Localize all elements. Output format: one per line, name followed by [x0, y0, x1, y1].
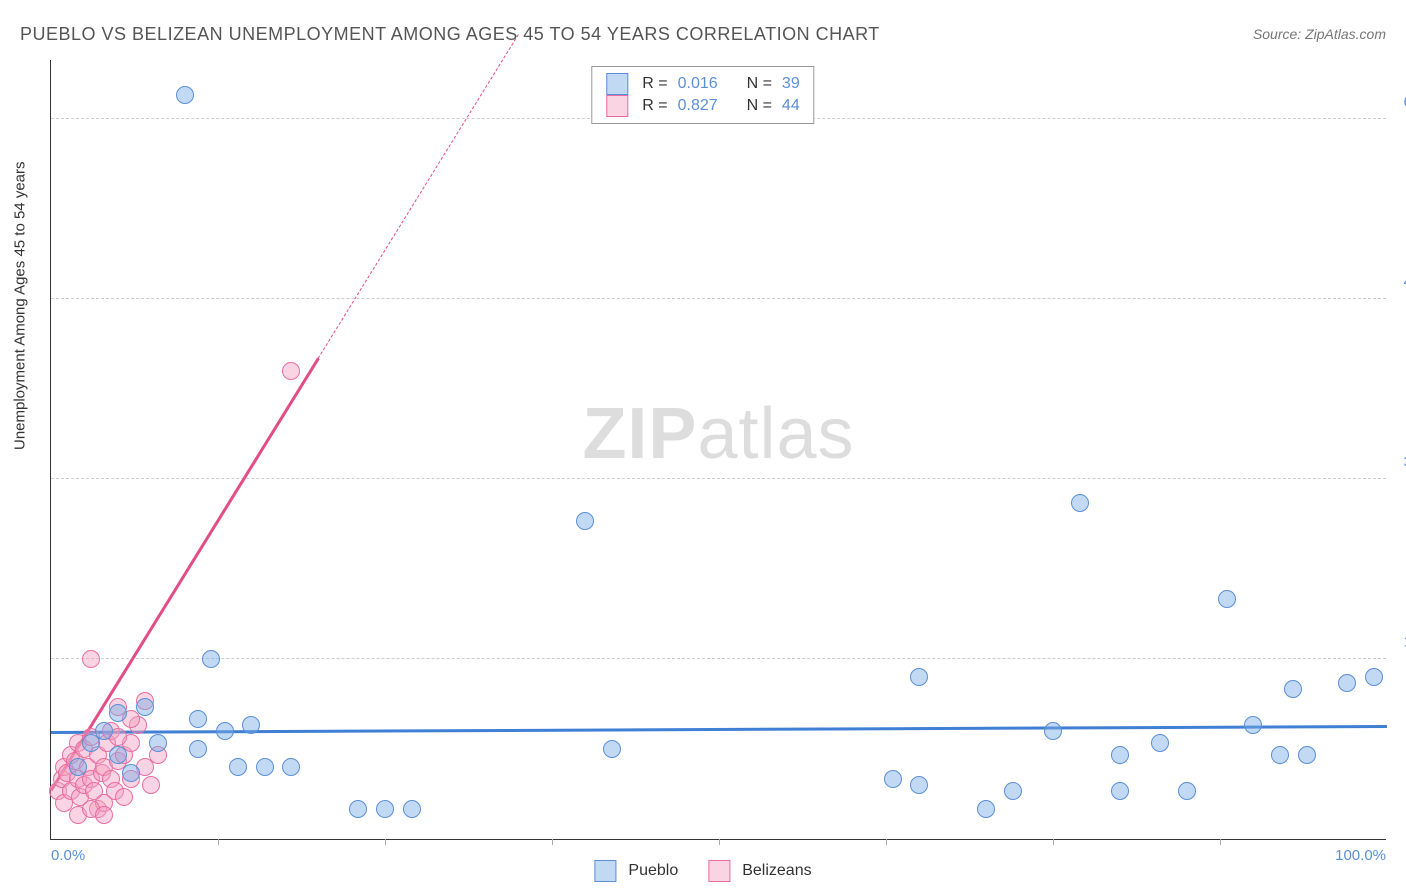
data-point [95, 722, 113, 740]
data-point [603, 740, 621, 758]
ytick-label: 60.0% [1391, 94, 1406, 111]
xtick-label-max: 100.0% [1335, 847, 1386, 864]
data-point [282, 362, 300, 380]
swatch-blue-icon [594, 860, 616, 882]
xtick [886, 839, 887, 845]
data-point [109, 746, 127, 764]
legend-row-pueblo: R = 0.016 N = 39 [606, 73, 799, 95]
xtick-label-min: 0.0% [51, 847, 85, 864]
data-point [1151, 734, 1169, 752]
xtick [1220, 839, 1221, 845]
data-point [910, 776, 928, 794]
data-point [216, 722, 234, 740]
data-point [82, 650, 100, 668]
y-axis-label: Unemployment Among Ages 45 to 54 years [12, 161, 29, 450]
data-point [349, 800, 367, 818]
ytick-label: 45.0% [1391, 274, 1406, 291]
swatch-pink-icon [708, 860, 730, 882]
data-point [1071, 494, 1089, 512]
legend-row-belizeans: R = 0.827 N = 44 [606, 95, 799, 117]
data-point [176, 86, 194, 104]
data-point [1044, 722, 1062, 740]
data-point [376, 800, 394, 818]
n-label: N = [747, 97, 772, 115]
watermark-bold: ZIP [582, 394, 697, 474]
xtick [218, 839, 219, 845]
data-point [282, 758, 300, 776]
data-point [109, 704, 127, 722]
data-point [256, 758, 274, 776]
data-point [122, 764, 140, 782]
xtick [552, 839, 553, 845]
data-point [403, 800, 421, 818]
data-point [1004, 782, 1022, 800]
data-point [149, 734, 167, 752]
data-point [229, 758, 247, 776]
source-name: ZipAtlas.com [1305, 26, 1386, 42]
n-value-pueblo: 39 [782, 75, 800, 93]
ytick-label: 15.0% [1391, 634, 1406, 651]
source-credit: Source: ZipAtlas.com [1253, 26, 1386, 42]
r-value-pueblo: 0.016 [678, 75, 718, 93]
data-point [136, 698, 154, 716]
xtick [719, 839, 720, 845]
data-point [977, 800, 995, 818]
gridline [51, 298, 1386, 299]
n-value-belizeans: 44 [782, 97, 800, 115]
r-label: R = [642, 97, 667, 115]
legend-stats: R = 0.016 N = 39 R = 0.827 N = 44 [591, 66, 814, 124]
data-point [1298, 746, 1316, 764]
n-label: N = [747, 75, 772, 93]
data-point [1365, 668, 1383, 686]
data-point [884, 770, 902, 788]
data-point [189, 710, 207, 728]
data-point [576, 512, 594, 530]
data-point [1271, 746, 1289, 764]
data-point [189, 740, 207, 758]
data-point [115, 788, 133, 806]
data-point [1338, 674, 1356, 692]
data-point [1218, 590, 1236, 608]
data-point [1178, 782, 1196, 800]
data-point [242, 716, 260, 734]
r-value-belizeans: 0.827 [678, 97, 718, 115]
watermark-rest: atlas [697, 394, 854, 474]
watermark: ZIPatlas [582, 393, 854, 475]
data-point [142, 776, 160, 794]
data-point [1111, 746, 1129, 764]
data-point [1111, 782, 1129, 800]
plot-area: ZIPatlas 15.0%30.0%45.0%60.0%0.0%100.0% [50, 60, 1386, 840]
xtick [1053, 839, 1054, 845]
data-point [95, 806, 113, 824]
legend-item-pueblo: Pueblo [594, 860, 678, 882]
chart-title: PUEBLO VS BELIZEAN UNEMPLOYMENT AMONG AG… [20, 24, 880, 45]
data-point [69, 758, 87, 776]
source-label: Source: [1253, 26, 1301, 42]
legend-series: Pueblo Belizeans [594, 860, 811, 882]
r-label: R = [642, 75, 667, 93]
xtick [385, 839, 386, 845]
legend-label-belizeans: Belizeans [742, 862, 811, 880]
data-point [1244, 716, 1262, 734]
ytick-label: 30.0% [1391, 454, 1406, 471]
data-point [202, 650, 220, 668]
regression-line [318, 34, 519, 359]
legend-item-belizeans: Belizeans [708, 860, 811, 882]
regression-line [50, 357, 319, 790]
gridline [51, 658, 1386, 659]
swatch-pink-icon [606, 95, 628, 117]
legend-label-pueblo: Pueblo [628, 862, 678, 880]
data-point [910, 668, 928, 686]
data-point [1284, 680, 1302, 698]
swatch-blue-icon [606, 73, 628, 95]
gridline [51, 478, 1386, 479]
